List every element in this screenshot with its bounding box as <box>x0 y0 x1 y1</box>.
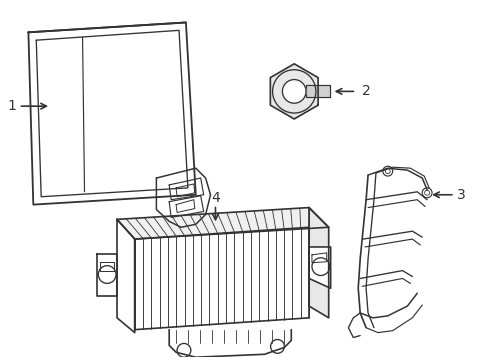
Polygon shape <box>135 227 309 330</box>
Polygon shape <box>156 168 211 227</box>
Polygon shape <box>28 22 196 204</box>
Text: 3: 3 <box>457 188 466 202</box>
Polygon shape <box>270 64 318 119</box>
Polygon shape <box>306 85 330 97</box>
Polygon shape <box>309 208 329 318</box>
Polygon shape <box>117 219 135 333</box>
Polygon shape <box>117 208 329 239</box>
Text: 2: 2 <box>362 84 370 98</box>
Text: 4: 4 <box>211 191 220 205</box>
Circle shape <box>282 80 306 103</box>
Polygon shape <box>309 247 331 288</box>
Polygon shape <box>98 254 117 296</box>
Text: 1: 1 <box>7 99 16 113</box>
